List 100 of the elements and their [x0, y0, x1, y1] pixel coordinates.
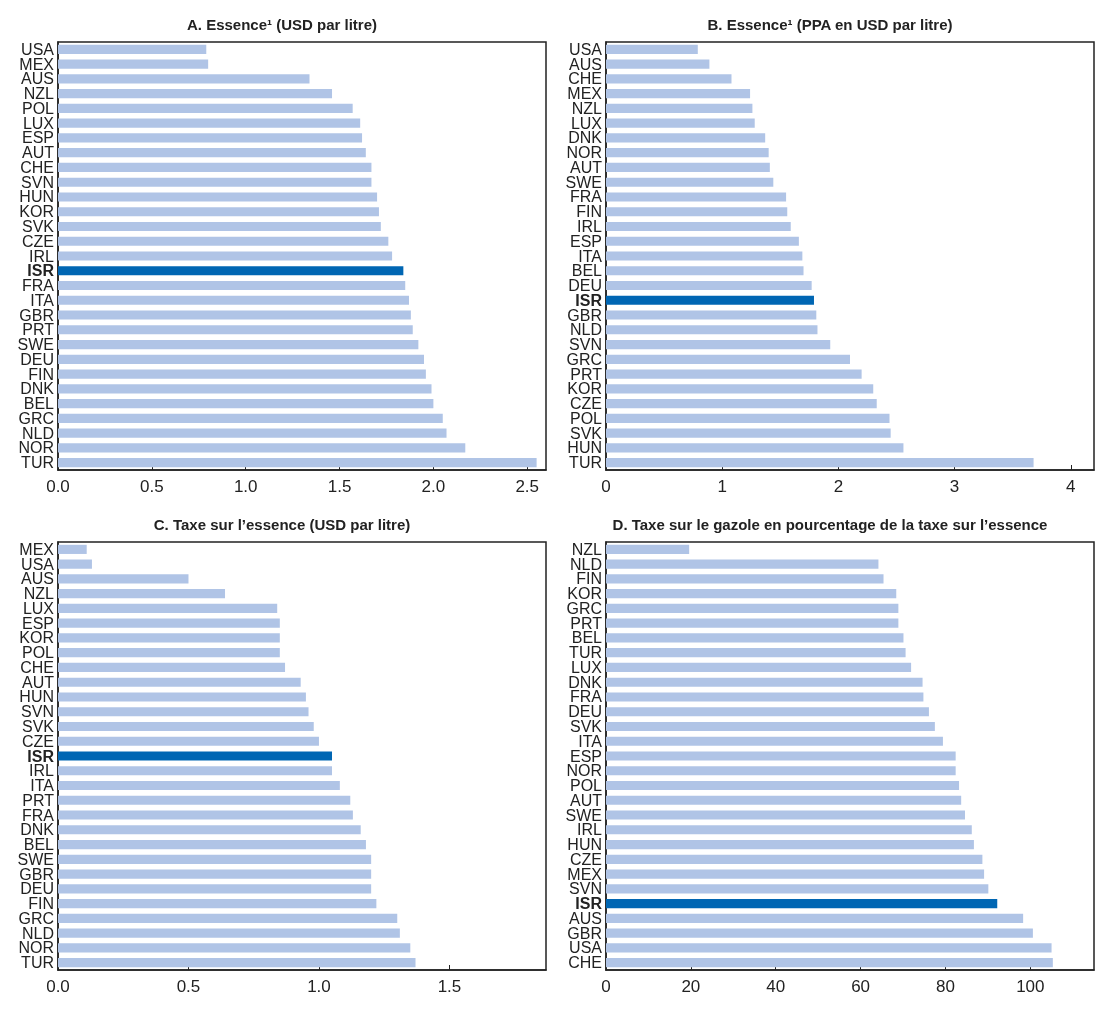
y-tick-label: GBR	[567, 306, 602, 324]
bar	[58, 662, 286, 673]
y-tick-label: MEX	[19, 540, 55, 558]
bar	[58, 280, 406, 291]
bar	[606, 736, 943, 746]
bar	[606, 89, 751, 99]
bar	[606, 458, 1034, 468]
y-tick-label: FRA	[570, 688, 603, 706]
bar	[606, 839, 974, 850]
bar	[58, 428, 447, 438]
bar	[58, 869, 372, 879]
y-tick-label: MEX	[19, 55, 55, 73]
bar	[606, 633, 904, 643]
bar	[58, 458, 537, 468]
y-tick-label: HUN	[567, 439, 602, 457]
y-tick-label: TUR	[21, 454, 54, 472]
y-tick-label: GBR	[567, 924, 602, 942]
x-tick-label: 2	[833, 477, 844, 496]
x-tick-label: 40	[766, 977, 786, 996]
bar	[606, 59, 710, 69]
bar	[58, 766, 333, 776]
bar	[606, 662, 912, 673]
bar	[606, 913, 1024, 923]
y-tick-label: NLD	[21, 424, 54, 442]
bar	[58, 795, 351, 805]
bar	[606, 399, 877, 409]
bar	[58, 354, 424, 364]
bar	[58, 559, 92, 569]
y-tick-label: FIN	[576, 570, 602, 588]
y-tick-label: NOR	[566, 762, 602, 780]
bar	[58, 899, 377, 909]
y-tick-label: ITA	[578, 732, 603, 750]
y-tick-label: CHE	[568, 70, 602, 88]
y-tick-label: TUR	[569, 454, 602, 472]
x-tick-label: 1.5	[327, 477, 352, 496]
x-tick-label: 1	[717, 477, 727, 496]
bar	[606, 443, 904, 453]
bar	[606, 780, 960, 791]
bar	[58, 648, 280, 658]
bar	[606, 574, 884, 584]
bar	[58, 59, 209, 69]
bar	[606, 369, 862, 379]
y-tick-label: AUT	[22, 673, 55, 691]
y-tick-label: AUS	[569, 55, 602, 73]
x-tick-label: 1.5	[437, 977, 462, 996]
bar	[58, 913, 398, 923]
y-tick-label: SWE	[565, 173, 602, 191]
bar	[606, 354, 850, 364]
bar	[606, 544, 690, 554]
bar	[606, 766, 956, 776]
bar	[58, 384, 432, 394]
bar	[606, 118, 755, 128]
y-tick-label: USA	[21, 40, 55, 58]
bar	[58, 251, 393, 261]
x-tick-label: 3	[949, 477, 960, 496]
bar	[606, 207, 788, 217]
bar	[606, 958, 1053, 968]
bar	[58, 780, 340, 791]
bar	[58, 574, 189, 584]
bar	[58, 692, 306, 702]
bar	[58, 544, 87, 554]
y-tick-label: ESP	[569, 232, 602, 250]
y-tick-label: DNK	[568, 129, 603, 147]
y-tick-label: DNK	[20, 821, 55, 839]
bar	[58, 884, 372, 894]
bar	[58, 192, 378, 202]
bar	[58, 295, 409, 305]
bar	[58, 74, 310, 84]
bar	[606, 677, 923, 687]
bar	[606, 943, 1052, 953]
y-tick-label: SVK	[569, 424, 603, 442]
y-tick-label: SVN	[569, 880, 602, 898]
x-tick-label: 0	[601, 977, 611, 996]
bar	[606, 325, 818, 335]
bar	[58, 148, 366, 158]
y-tick-label: DNK	[568, 673, 603, 691]
bar	[606, 618, 899, 628]
y-tick-label: DNK	[20, 380, 55, 398]
bar	[58, 118, 361, 128]
y-tick-label: HUN	[19, 688, 54, 706]
bar	[606, 707, 929, 717]
y-tick-label: LUX	[570, 114, 603, 132]
y-tick-label: USA	[569, 40, 603, 58]
y-tick-label: GBR	[19, 865, 54, 883]
bar	[606, 148, 769, 158]
bar	[606, 648, 906, 658]
bar	[606, 751, 956, 761]
bar	[606, 559, 879, 569]
bar	[606, 44, 698, 54]
y-tick-label: CZE	[22, 732, 54, 750]
bar	[606, 899, 998, 909]
y-tick-label: HUN	[19, 188, 54, 206]
bar	[606, 692, 924, 702]
bar	[58, 339, 419, 350]
y-tick-label: ITA	[578, 247, 603, 265]
y-tick-label: NOR	[18, 939, 54, 957]
bar	[606, 825, 972, 835]
y-tick-label: CHE	[568, 954, 602, 972]
bar	[606, 280, 812, 291]
bar	[58, 751, 333, 761]
